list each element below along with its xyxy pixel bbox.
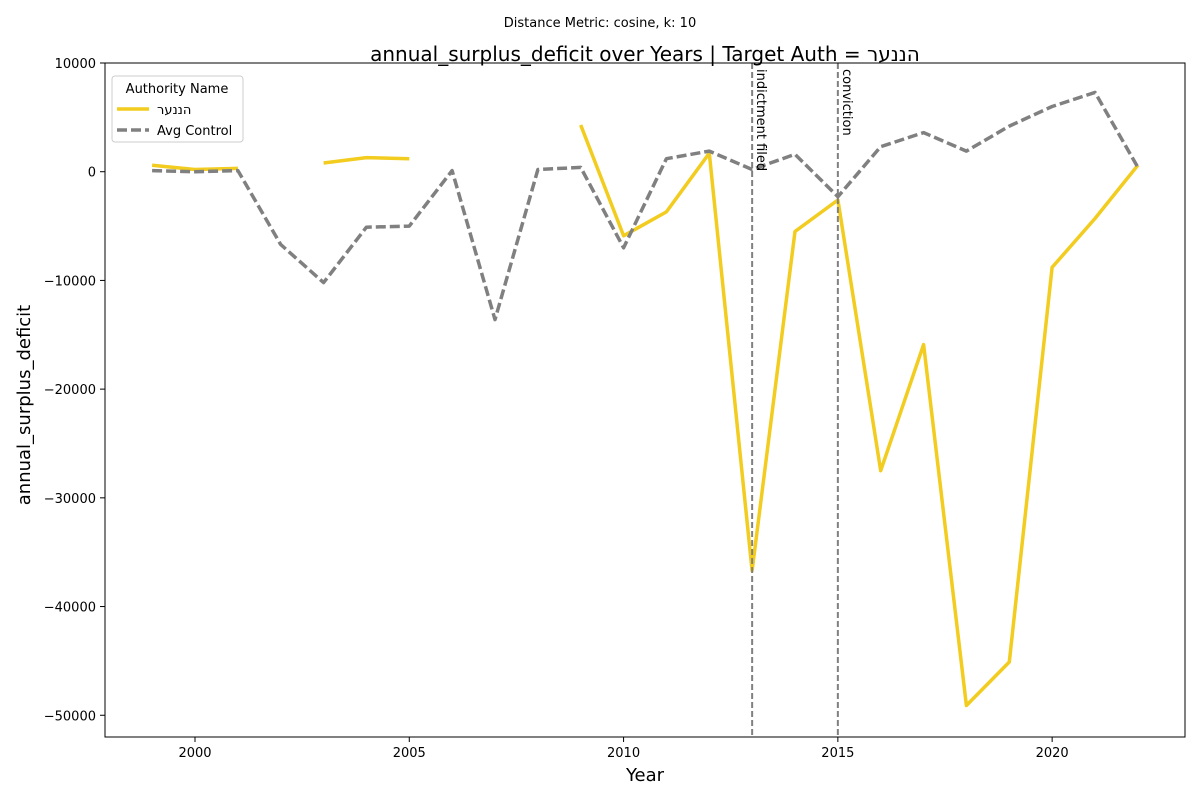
y-axis: −50000 −40000 −30000 −20000 −10000 0 10000 [44,57,105,724]
chart-title: annual_surplus_deficit over Years | Targ… [370,42,920,66]
y-tick-label: −30000 [44,492,96,507]
legend: Authority Name הננער Avg Control [111,75,244,143]
y-axis-label: annual_surplus_deficit [14,305,35,505]
legend-label-target: הננער [157,103,191,118]
x-tick-label: 2000 [178,746,211,761]
plot-area: indictment filed conviction [151,63,1140,737]
y-tick-label: −40000 [44,601,96,616]
x-tick-label: 2005 [393,746,426,761]
y-tick-label: −50000 [44,709,96,724]
y-tick-label: 10000 [55,57,96,72]
y-tick-label: 0 [88,166,96,181]
series-control [152,90,1140,322]
legend-label-control: Avg Control [157,124,232,139]
annotation-label-1: conviction [839,69,854,136]
series-line-control-0 [152,90,1140,322]
legend-title: Authority Name [126,82,229,97]
x-axis: 2000 2005 2010 2015 2020 [178,737,1069,761]
x-tick-label: 2020 [1036,746,1069,761]
annotation-label-0: indictment filed [753,69,768,171]
series-line-target-0 [151,163,238,172]
series-line-target-2 [579,124,1140,708]
y-tick-label: −20000 [44,383,96,398]
y-tick-label: −10000 [44,274,96,289]
x-tick-label: 2010 [607,746,640,761]
axes-frame [104,62,1186,738]
x-axis-label: Year [625,765,665,786]
chart-suptitle: Distance Metric: cosine, k: 10 [504,16,696,31]
legend-box [111,75,244,143]
series-target [151,124,1140,708]
series-line-target-1 [323,155,410,165]
x-tick-label: 2015 [821,746,854,761]
